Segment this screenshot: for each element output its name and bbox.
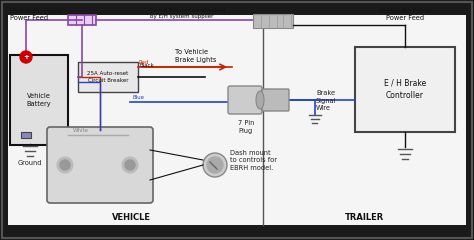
Circle shape — [122, 157, 138, 173]
Text: White: White — [73, 128, 89, 133]
FancyBboxPatch shape — [262, 89, 289, 111]
Text: Vehicle
Battery: Vehicle Battery — [27, 93, 51, 107]
Bar — [21, 132, 31, 138]
Text: Black: Black — [140, 63, 155, 68]
Circle shape — [207, 157, 223, 173]
Text: Dash mount
to controls for
EBRH model.: Dash mount to controls for EBRH model. — [230, 150, 277, 171]
Circle shape — [57, 157, 73, 173]
Text: Red: Red — [139, 60, 149, 65]
Text: To Vehicle
Brake Lights: To Vehicle Brake Lights — [175, 49, 216, 63]
Circle shape — [203, 153, 227, 177]
FancyBboxPatch shape — [228, 86, 262, 114]
Circle shape — [125, 160, 135, 170]
Bar — [68, 15, 96, 25]
Text: Ground: Ground — [18, 160, 42, 166]
Bar — [78, 62, 138, 92]
Text: Hydraulic Pump
Power Feed: Hydraulic Pump Power Feed — [10, 8, 62, 22]
Text: E / H Brake
Controller: E / H Brake Controller — [384, 79, 426, 100]
Text: Blue: Blue — [133, 95, 145, 100]
Text: Brake
Signal
Wire: Brake Signal Wire — [316, 90, 337, 111]
Text: +: + — [23, 54, 29, 60]
Text: VEHICLE: VEHICLE — [112, 213, 151, 222]
Bar — [355, 47, 455, 132]
Text: Hydraulic Pump
Power Feed: Hydraulic Pump Power Feed — [379, 8, 431, 22]
Bar — [8, 15, 466, 225]
Text: Circuit Breaker as specified
by E/H system supplier: Circuit Breaker as specified by E/H syst… — [150, 8, 225, 19]
Circle shape — [60, 160, 70, 170]
Bar — [253, 14, 293, 28]
FancyBboxPatch shape — [47, 127, 153, 203]
Text: TRAILER: TRAILER — [345, 213, 384, 222]
Circle shape — [20, 51, 32, 63]
Text: 25A Auto-reset
Circuit Breaker: 25A Auto-reset Circuit Breaker — [87, 72, 128, 83]
Bar — [10, 55, 68, 145]
Ellipse shape — [256, 91, 264, 109]
Text: 7 Pin
Plug: 7 Pin Plug — [238, 120, 254, 133]
